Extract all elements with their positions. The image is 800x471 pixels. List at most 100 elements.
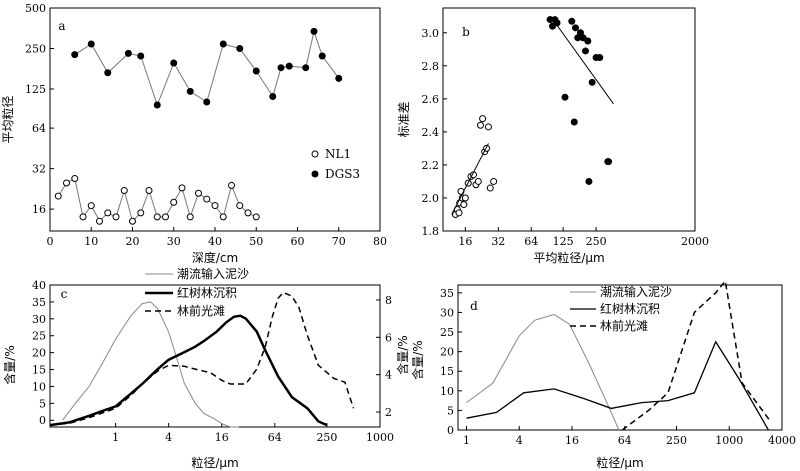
x-tick-label: 64	[524, 235, 538, 248]
data-point	[219, 213, 227, 221]
data-point	[153, 101, 161, 109]
y-tick-label: 15	[440, 365, 454, 378]
data-point	[79, 213, 87, 221]
x-tick-label: 70	[332, 235, 346, 248]
data-point	[484, 123, 492, 131]
legend-label: 林前光滩	[600, 318, 648, 333]
x-axis-label: 粒径/μm	[596, 455, 643, 470]
x-tick-label: 30	[167, 235, 181, 248]
trendline	[550, 15, 614, 105]
y-tick-label-right: 4	[385, 369, 392, 382]
data-point	[269, 92, 277, 100]
data-point	[162, 213, 169, 221]
y-tick-label-left: 35	[32, 296, 46, 309]
data-point	[203, 98, 211, 106]
x-tick-label: 1000	[366, 431, 394, 444]
x-tick-label: 50	[249, 235, 263, 248]
data-point	[244, 209, 252, 217]
x-tick-label: 64	[268, 431, 282, 444]
data-point	[203, 195, 211, 203]
x-tick-label: 250	[586, 235, 607, 248]
data-point	[584, 37, 592, 45]
x-tick-label: 64	[618, 434, 632, 447]
y-tick-label-left: 25	[32, 330, 46, 343]
x-axis-label: 平均粒径/μm	[533, 250, 604, 265]
data-point	[137, 209, 145, 217]
data-point	[460, 201, 468, 209]
y-tick-label: 500	[25, 2, 46, 15]
y-tick-label-left: 10	[32, 380, 46, 393]
plot-frame	[457, 284, 783, 431]
data-point	[285, 62, 293, 70]
y-tick-label: 2.4	[422, 126, 440, 139]
plot-frame	[442, 7, 696, 232]
y-tick-label: 1.8	[422, 225, 440, 238]
legend-label: NL1	[325, 147, 351, 161]
y-tick-label-right: 2	[385, 406, 392, 419]
y-tick-label: 64	[32, 122, 46, 135]
y-tick-label: 32	[32, 163, 46, 176]
y-tick-label: 2.2	[422, 159, 440, 172]
data-point	[71, 175, 79, 183]
series-line-DGS3	[74, 29, 340, 107]
data-point	[54, 192, 62, 200]
y-tick-label: 35	[440, 287, 454, 300]
data-point	[252, 67, 260, 75]
data-point	[195, 189, 202, 197]
y-tick-label: 5	[447, 404, 454, 417]
data-point	[581, 47, 589, 55]
data-point	[579, 34, 587, 42]
data-point	[129, 217, 136, 225]
data-point	[145, 187, 153, 195]
data-point	[561, 93, 569, 101]
y-axis-label: 含量/%	[410, 340, 425, 379]
y-tick-label: 16	[32, 203, 46, 216]
y-tick-label: 125	[25, 83, 46, 96]
data-point	[186, 213, 194, 221]
y-tick-label-left: 20	[32, 347, 46, 360]
x-tick-label: 4	[165, 431, 172, 444]
data-point	[474, 177, 482, 185]
data-point	[87, 202, 95, 210]
legend-label: 林前光滩	[177, 303, 225, 318]
x-axis-label: 深度/cm	[192, 250, 238, 265]
legend-label: 红树林沉积	[177, 285, 237, 300]
data-point	[170, 198, 178, 206]
x-tick-label: 20	[126, 235, 140, 248]
data-point	[236, 202, 244, 210]
series-line-潮流输入泥沙	[62, 301, 239, 428]
data-point	[71, 51, 79, 59]
y-tick-label: 20	[440, 346, 454, 359]
panel-letter: d	[470, 299, 478, 313]
x-tick-label: 40	[208, 235, 222, 248]
y-tick-label: 3.0	[422, 27, 440, 40]
data-point	[588, 78, 596, 86]
panel-letter: a	[58, 19, 65, 33]
data-point	[211, 202, 219, 210]
panel-a: 0 10 20 30 40 50 60 70 80 16 32 64 125 250 500 深度/cm 平均粒…	[0, 2, 387, 265]
y-tick-label: 30	[440, 306, 454, 319]
legend-label: 红树林沉积	[600, 301, 660, 316]
y-tick-label: 250	[25, 42, 46, 55]
y-tick-label: 10	[440, 385, 454, 398]
data-point	[120, 187, 128, 195]
data-point	[318, 52, 326, 60]
data-point	[186, 87, 194, 95]
data-point	[87, 40, 95, 48]
y-tick-label: 2.6	[422, 93, 440, 106]
data-point	[104, 69, 112, 77]
data-point	[277, 64, 285, 72]
legend-label: 潮流输入泥沙	[600, 284, 672, 299]
x-tick-label: 4000	[768, 434, 796, 447]
panel-b: 16 32 64 125 250 2000 1.8 2.0 2.2 2.4 2.6 2.8 3.0 平均粒…	[397, 7, 709, 265]
data-point	[585, 177, 593, 185]
data-point	[571, 24, 579, 32]
x-tick-label: 4	[516, 434, 523, 447]
data-point	[170, 59, 178, 67]
x-tick-label: 60	[291, 235, 305, 248]
y-tick-label-left: 5	[39, 397, 46, 410]
data-point	[477, 121, 485, 129]
data-point	[112, 213, 120, 221]
x-tick-label: 1	[463, 434, 470, 447]
